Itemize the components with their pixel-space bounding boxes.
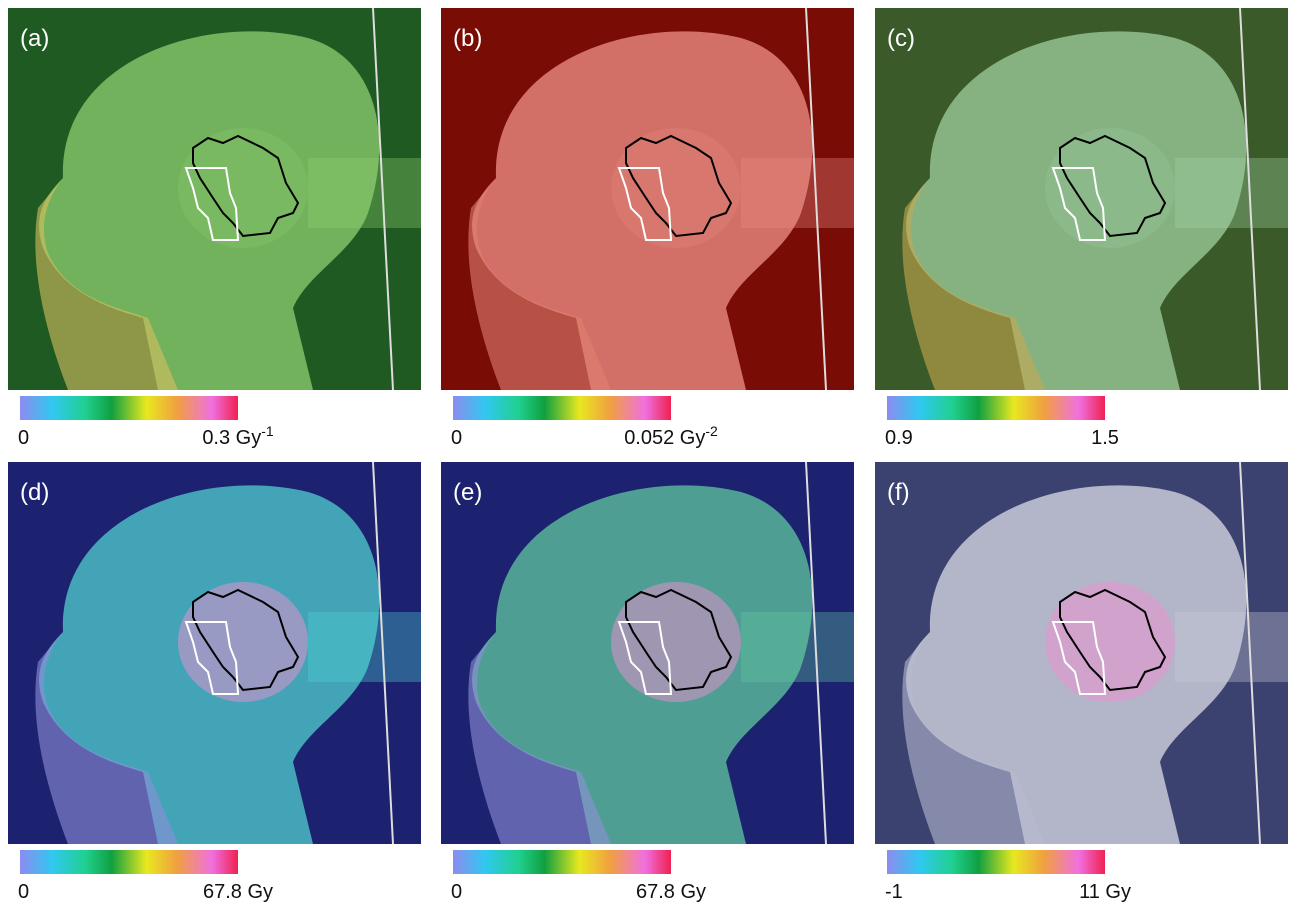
panel-label: (e) — [453, 479, 482, 506]
colorbar-max-sup: -1 — [261, 423, 274, 439]
image — [441, 8, 854, 390]
image — [875, 462, 1288, 844]
colorbar — [887, 850, 1105, 874]
colorbar-max: 67.8 Gy — [636, 881, 706, 903]
colorbar-max-text: 0.052 Gy — [624, 427, 705, 449]
colorbar — [20, 850, 238, 874]
panel: (b) 0 0.052 Gy-2 — [441, 8, 854, 449]
panel: (f) -1 11 Gy — [875, 462, 1288, 903]
colorbar — [453, 850, 671, 874]
colorbar-max-text: 67.8 Gy — [636, 881, 706, 903]
colorbar — [20, 396, 238, 420]
colorbar-min: 0 — [18, 427, 29, 449]
colorbar-max-sup: -2 — [705, 423, 718, 439]
colorbar-max: 67.8 Gy — [203, 881, 273, 903]
colorbar-max: 1.5 — [1091, 427, 1119, 449]
panel: (a) 0 0.3 Gy-1 — [8, 8, 421, 449]
figure: (a)00.3 Gy-1(b)00.052 Gy-2(c)0.91.5(d)06… — [0, 0, 1305, 914]
colorbar — [887, 396, 1105, 420]
panel-label: (a) — [20, 25, 49, 52]
panel-label: (b) — [453, 25, 482, 52]
panel-label: (f) — [887, 479, 910, 506]
panel: (c) 0.9 1.5 — [875, 8, 1288, 449]
colorbar-min: -1 — [885, 881, 903, 903]
colorbar-min: 0 — [451, 881, 462, 903]
colorbar-min: 0 — [18, 881, 29, 903]
colorbar-max-text: 1.5 — [1091, 427, 1119, 449]
image — [8, 462, 421, 844]
colorbar-min: 0 — [451, 427, 462, 449]
panel: (e) 0 67.8 Gy — [441, 462, 854, 903]
colorbar-max-text: 67.8 Gy — [203, 881, 273, 903]
colorbar-max: 0.3 Gy-1 — [202, 423, 274, 449]
image — [875, 8, 1288, 390]
colorbar-max-text: 11 Gy — [1079, 881, 1131, 903]
image — [441, 462, 854, 844]
colorbar — [453, 396, 671, 420]
panel: (d) 0 67.8 Gy — [8, 462, 421, 903]
image — [8, 8, 421, 390]
panel-label: (c) — [887, 25, 915, 52]
colorbar-min: 0.9 — [885, 427, 913, 449]
colorbar-max-text: 0.3 Gy — [202, 427, 261, 449]
panel-label: (d) — [20, 479, 49, 506]
colorbar-max: 11 Gy — [1079, 881, 1131, 903]
colorbar-max: 0.052 Gy-2 — [624, 423, 718, 449]
